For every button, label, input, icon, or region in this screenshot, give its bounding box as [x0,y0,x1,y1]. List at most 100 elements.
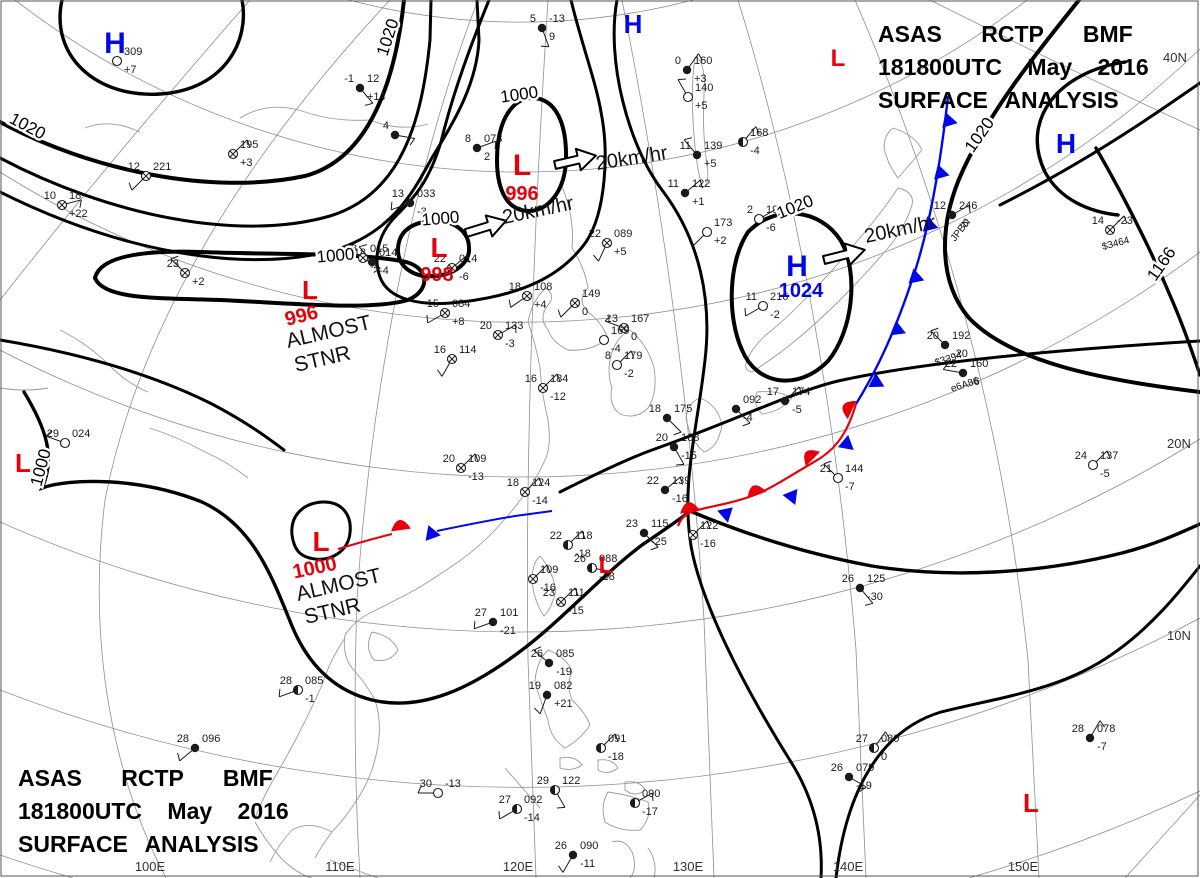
station-value: 091 [608,733,626,745]
station-value: 26 [531,648,543,660]
coastline [559,756,583,770]
station-value: -4 [750,145,760,157]
station-value: 191 [766,204,784,216]
station-symbol-cross [58,201,66,209]
station-value: 195 [240,139,258,151]
station-plot: 28 085 -1 [278,675,323,705]
coastline [534,649,591,749]
station-symbol-overcast [692,150,702,160]
station-value: 15 [427,298,439,310]
wind-barb-feather [409,138,416,146]
wind-barb-feather [514,324,517,334]
wind-barb-feather [556,806,566,809]
latitude-line [0,438,1200,633]
wind-barb-feather [474,453,479,462]
latitude-label: 20N [1167,436,1191,451]
station-symbol-cross [448,355,456,363]
wind-barb-feather [684,137,693,141]
station-value: 0 [881,751,887,763]
station-value: 24 [1075,450,1087,462]
station-plot: 24 137 -5 [1075,450,1119,480]
station-value: 0 [631,331,637,343]
station-symbol-overcast [639,528,649,538]
chart-id-line: ASAS RCTP BMF [18,765,273,791]
station-plot: 26 085 -19 [531,646,574,678]
station-value: 033 [417,188,435,200]
station-value: 10 [44,190,56,202]
isobar-line [612,0,823,878]
front-speed-label: 20km/hr [862,211,938,248]
station-value: 16 [525,373,537,385]
wind-barb-feather [942,362,949,370]
longitude-line [354,0,479,878]
station-value: -20 [952,348,968,360]
station-symbol-overcast [940,340,950,350]
station-value: +14 [367,91,386,103]
station-value: 18 [509,281,521,293]
wind-barb-feather [558,865,564,873]
front-movement-arrow [463,214,508,238]
station-plot: 0 160 +3 [675,53,712,85]
coastline [329,859,379,878]
station-value: -7 [845,481,855,493]
station-plot: 18 015 -4 [345,243,389,273]
station-value: 014 [379,247,397,259]
station-value: -16 [540,582,556,594]
station-symbol-circle [832,472,844,484]
wind-barb-feather [364,102,373,106]
station-plot: 20 192 -20 [927,327,970,360]
station-value: 167 [631,313,649,325]
station-value: -16 [672,493,688,505]
station-plot: 26 088 -18 [574,553,618,583]
longitude-line [98,0,391,878]
cold-front-triangle [868,372,885,388]
station-symbol-circle [611,359,623,371]
station-value: +21 [554,698,573,710]
station-plot: 20 109 -13 [443,453,487,483]
pressure-value: 998 [420,264,453,286]
coastline [608,329,656,417]
station-value: -21 [500,625,516,637]
station-symbol-cross [457,464,465,472]
station-value: -2 [624,368,634,380]
station-plot: 13 167 0 [604,313,649,343]
longitude-line [1124,794,1200,878]
isobar-line [290,500,352,561]
low-pressure-center: L [599,552,614,579]
coastline [254,821,313,878]
station-value: 124 [532,477,550,489]
station-symbol-circle [757,300,769,312]
station-symbol-circle [59,437,71,449]
station-symbol-cross [229,150,237,158]
wind-barb-feather [604,315,612,322]
station-plot: 26 090 -11 [555,840,598,873]
station-plot: 11 139 +5 [680,137,722,170]
station-value: +2 [192,276,205,288]
station-plot: 22 089 +5 [589,228,632,262]
isobar-line [22,390,1200,705]
station-value: 139 [704,140,722,152]
longitude-label: 120E [503,859,534,874]
station-value: 2 [484,151,490,163]
isobar-line [396,218,471,279]
front-movement-arrow [553,147,597,172]
high-pressure-center: H [786,250,808,283]
station-value: 125 [867,573,885,585]
isobar-line [1035,60,1127,217]
station-symbol-circle [1087,459,1099,471]
wind-barb-feather [614,733,619,742]
station-value: 090 [580,840,598,852]
latitude-line [968,790,1200,878]
station-value: 13 [392,188,404,200]
station-value: 122 [692,178,710,190]
station-plot: 28 078 -7 [1072,720,1115,753]
station-plot: 21 144 -7 [820,460,863,493]
wind-barb-feather [699,180,703,189]
station-value: 137 [1100,450,1118,462]
station-symbol-cross [571,299,579,307]
station-symbol-cross [603,239,611,247]
longitude-line [929,0,1200,131]
